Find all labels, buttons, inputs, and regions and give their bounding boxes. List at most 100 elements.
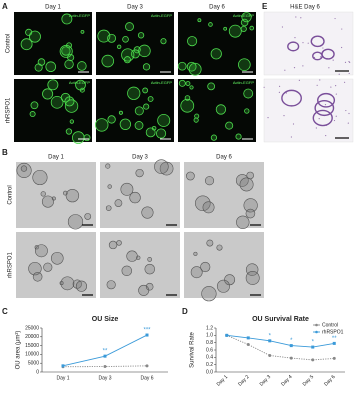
marker-label: Actin-EGFP xyxy=(69,80,90,85)
organoid xyxy=(235,133,242,140)
organoid xyxy=(125,22,134,32)
panel-label: D xyxy=(182,307,188,316)
organoid xyxy=(193,117,199,123)
cell xyxy=(313,56,316,59)
organoid xyxy=(107,184,112,189)
organoid xyxy=(236,215,250,229)
organoid xyxy=(223,26,228,31)
organoid xyxy=(84,213,92,220)
cell xyxy=(283,115,285,117)
data-point xyxy=(145,364,149,368)
organoid xyxy=(116,44,122,50)
organoid xyxy=(228,24,242,38)
organoid xyxy=(20,165,28,172)
organoid xyxy=(154,159,169,174)
cell xyxy=(328,67,330,69)
organoid xyxy=(119,118,132,130)
cell xyxy=(319,56,322,58)
organoid xyxy=(155,128,167,139)
organoid xyxy=(106,280,116,290)
cell xyxy=(324,104,327,106)
cell xyxy=(335,115,337,117)
organoid xyxy=(61,46,71,56)
significance-label: * xyxy=(312,340,315,346)
organoid xyxy=(244,108,250,114)
organoid xyxy=(136,255,141,260)
organoid xyxy=(80,30,85,34)
brightfield-image xyxy=(184,162,264,228)
organoid xyxy=(310,35,325,48)
cell xyxy=(335,93,337,95)
x-tick-label: Day 3 xyxy=(98,375,111,381)
organoid xyxy=(59,44,73,58)
organoid xyxy=(75,79,86,91)
organoid xyxy=(64,96,75,107)
column-label: Day 3 xyxy=(132,155,148,161)
organoid xyxy=(107,33,117,43)
organoid xyxy=(160,38,167,45)
organoid xyxy=(28,261,42,276)
cell xyxy=(307,42,309,44)
cell xyxy=(300,17,302,19)
organoid xyxy=(246,171,254,180)
data-point xyxy=(268,339,272,343)
x-tick-label: Day 4 xyxy=(280,374,294,388)
panel-label: B xyxy=(2,148,8,157)
organoid xyxy=(243,88,254,99)
cell xyxy=(316,84,318,86)
cell xyxy=(267,117,269,119)
panel-title: H&E Day 6 xyxy=(290,5,320,11)
marker-label: Actin-EGFP xyxy=(69,13,90,18)
cell xyxy=(334,17,336,20)
series-line xyxy=(226,334,335,348)
organoid xyxy=(65,188,80,203)
organoid xyxy=(185,81,191,86)
y-tick-label: 1.2 xyxy=(206,325,213,331)
organoid xyxy=(129,191,141,204)
data-point xyxy=(103,354,107,358)
legend-marker xyxy=(315,323,318,327)
panel-label: C xyxy=(2,307,8,316)
organoid xyxy=(216,279,230,293)
chart-title: OU Size xyxy=(92,316,119,323)
fluorescence-image xyxy=(96,12,174,75)
organoid xyxy=(206,239,214,247)
he-image xyxy=(263,78,354,143)
cell xyxy=(348,60,350,63)
significance-label: *** xyxy=(143,328,151,334)
brightfield-image xyxy=(16,162,96,228)
cell xyxy=(325,134,327,137)
organoid xyxy=(142,63,151,71)
organoid xyxy=(202,201,215,214)
organoid xyxy=(97,29,111,43)
cell xyxy=(345,109,347,112)
organoid xyxy=(210,134,218,141)
organoid xyxy=(145,282,154,291)
organoid xyxy=(239,177,254,192)
organoid xyxy=(245,208,256,219)
organoid xyxy=(137,32,145,39)
organoid xyxy=(45,61,57,73)
organoid xyxy=(312,109,333,127)
cell xyxy=(319,79,321,81)
cell xyxy=(292,123,295,125)
column-label: Day 3 xyxy=(127,5,143,11)
organoid xyxy=(72,279,82,289)
organoid xyxy=(32,169,48,186)
organoid xyxy=(50,95,64,109)
organoid xyxy=(194,113,200,119)
organoid xyxy=(312,51,323,61)
organoid xyxy=(134,106,144,116)
organoid xyxy=(77,61,87,71)
cell xyxy=(349,61,351,64)
organoid xyxy=(126,250,138,262)
organoid xyxy=(193,251,198,256)
organoid xyxy=(30,101,39,110)
organoid xyxy=(32,271,43,282)
y-tick-label: 5000 xyxy=(28,361,39,367)
chart-title: OU Survival Rate xyxy=(252,316,309,323)
cell xyxy=(285,92,287,94)
organoid xyxy=(225,121,234,130)
cell xyxy=(293,67,296,69)
